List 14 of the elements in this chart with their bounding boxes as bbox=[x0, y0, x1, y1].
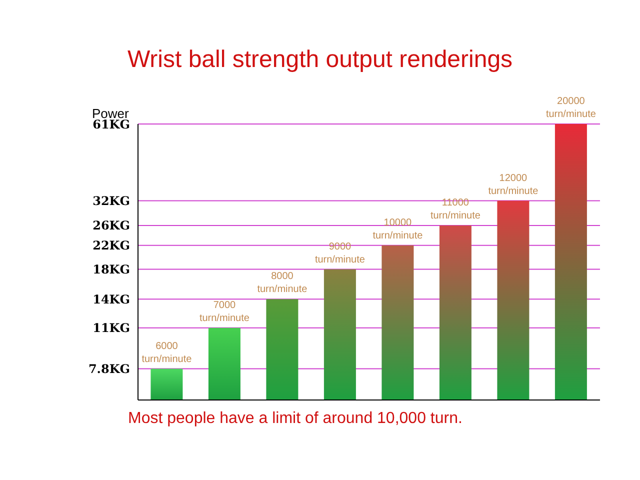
text: Most people have a limit of around 10,000 turn. bbox=[128, 410, 462, 428]
y-tick-label: 18KG bbox=[92, 262, 130, 277]
y-tick-label: 14KG bbox=[92, 292, 130, 306]
annotation: 7000 turn/minute bbox=[199, 300, 250, 324]
y-tick-label: 22KG bbox=[92, 238, 130, 253]
annotation: 20000 turn/minute bbox=[546, 96, 596, 120]
chart-title: Wrist ball strength output renderings bbox=[126, 46, 514, 74]
annotation: 8000 turn/minute bbox=[257, 271, 308, 296]
y-tick-label: 11KG bbox=[92, 321, 130, 336]
y-tick-label: 32KG bbox=[92, 194, 130, 208]
annotation: 6000 turn/minute bbox=[142, 340, 192, 365]
y-tick-label: 7.8KG bbox=[88, 362, 130, 376]
y-tick-label: 26KG bbox=[92, 218, 130, 233]
annotation: 12000 turn/minute bbox=[488, 172, 539, 197]
